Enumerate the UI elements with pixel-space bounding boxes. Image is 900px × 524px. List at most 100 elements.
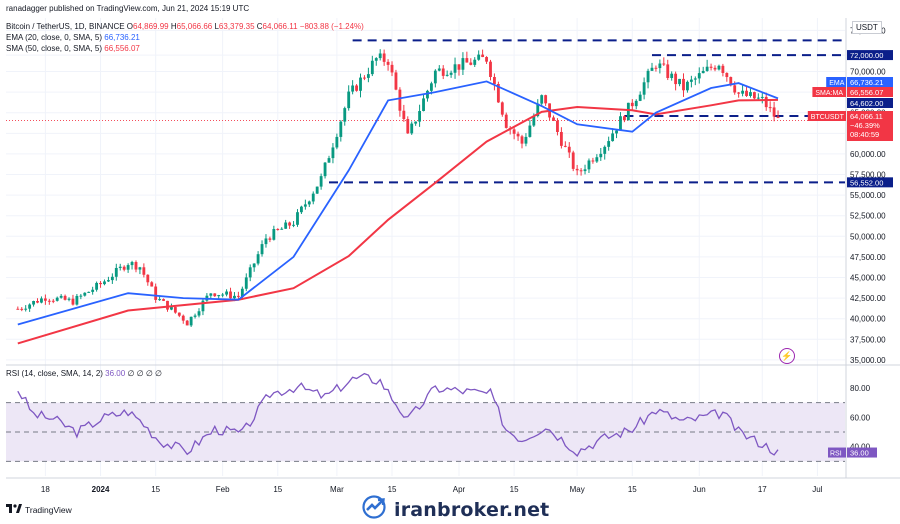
candle-body [469, 62, 473, 65]
candle-body [662, 63, 666, 65]
candle-body [619, 116, 622, 131]
candle-body [59, 295, 63, 298]
lightning-icon[interactable]: ⚡ [779, 348, 795, 364]
watermark-text: iranbroker.net [394, 498, 550, 521]
rsi-value-tag [847, 447, 877, 458]
price-tick-label: 52,500.00 [850, 212, 886, 221]
sma-legend[interactable]: SMA (50, close, 0, SMA, 5) 66,556.07 [6, 44, 140, 54]
candle-body [103, 281, 106, 285]
candle-body [16, 308, 20, 310]
candle-body [398, 89, 402, 111]
candle-body [99, 282, 102, 285]
candle-body [300, 206, 303, 213]
low-value: 63,379.35 [218, 22, 255, 31]
candle-body [307, 201, 311, 205]
candle-body [248, 267, 252, 278]
candle-body [733, 85, 737, 93]
candle-body [583, 169, 587, 172]
candle-body [756, 97, 760, 99]
candle-body [75, 295, 79, 305]
candle-body [516, 133, 520, 137]
candle-body [603, 146, 607, 154]
candle-body [725, 72, 729, 78]
candle-body [154, 286, 158, 300]
high-value: 65,066.66 [176, 22, 213, 31]
candle-body [181, 315, 185, 321]
candle-body [114, 267, 118, 277]
candle-body [276, 229, 280, 231]
candle-body [331, 147, 335, 159]
candle-body [622, 116, 626, 121]
candle-body [776, 116, 780, 119]
symbol-title: Bitcoin / TetherUS, 1D, BINANCE [6, 22, 125, 31]
time-tick-label: Apr [453, 485, 466, 494]
candle-body [414, 121, 418, 124]
rsi-legend[interactable]: RSI (14, close, SMA, 14, 2) 36.00 ∅ ∅ ∅ … [6, 369, 162, 379]
currency-button[interactable]: USDT [852, 21, 882, 34]
time-tick-label: Feb [216, 485, 230, 494]
candle-body [229, 291, 232, 299]
rsi-legend-dots: ∅ ∅ ∅ ∅ [127, 369, 162, 378]
candle-body [162, 299, 165, 301]
close-label: C [256, 22, 263, 31]
ema-legend[interactable]: EMA (20, close, 0, SMA, 5) 66,736.21 [6, 33, 140, 43]
candle-body [351, 85, 355, 92]
candle-body [221, 294, 225, 296]
price-tag-name [826, 77, 846, 87]
candle-body [587, 160, 591, 170]
candle-body [126, 265, 130, 270]
candle-body [532, 116, 536, 126]
candle-body [752, 92, 756, 99]
candle-body [296, 212, 299, 225]
candle-body [638, 94, 642, 101]
candle-body [579, 170, 583, 172]
watermark-chart-icon [362, 495, 388, 524]
tradingview-label: TradingView [25, 504, 72, 515]
candle-body [772, 107, 776, 117]
price-tag [847, 111, 893, 141]
price-tag-value: 66,556.07 [850, 88, 883, 97]
candle-body [493, 77, 496, 84]
candle-body [268, 238, 272, 240]
candle-body [670, 73, 674, 79]
rsi-legend-label: RSI (14, close, SMA, 14, 2) [6, 369, 103, 378]
candle-body [654, 67, 658, 69]
candle-body [166, 300, 169, 310]
candle-body [197, 311, 201, 316]
candle-body [292, 224, 295, 226]
rsi-value-tag-text: 36.00 [850, 449, 869, 458]
candle-body [453, 64, 457, 73]
price-tag-value: 64,602.00 [850, 99, 883, 108]
candle-body [445, 74, 449, 76]
candle-body [697, 73, 701, 79]
rsi-name-tag [828, 447, 846, 458]
price-tick-label: 47,500.00 [850, 253, 886, 262]
candle-body [615, 130, 618, 134]
candle-body [288, 222, 292, 226]
candle-body [749, 92, 752, 96]
candle-body [650, 67, 654, 71]
price-tag-value: 64,066.11 [850, 112, 883, 121]
grid [6, 18, 845, 476]
candle-body [355, 85, 358, 91]
candle-body [280, 228, 284, 230]
candle-body [524, 136, 528, 144]
candle-body [544, 95, 548, 104]
rsi-tick-label: 80.00 [850, 384, 871, 393]
candle-body [51, 300, 55, 302]
candle-body [721, 65, 725, 73]
time-tick-label: Jul [812, 485, 822, 494]
candle-body [760, 96, 764, 98]
high-label: H [170, 22, 177, 31]
candle-body [110, 276, 114, 281]
candle-body [363, 77, 366, 79]
tradingview-brand[interactable]: TradingView [6, 504, 72, 515]
price-tick-label: 42,500.00 [850, 294, 886, 303]
price-tick-label: 70,000.00 [850, 68, 886, 77]
time-tick-label: 2024 [92, 485, 110, 494]
candle-body [433, 70, 437, 84]
candle-body [359, 77, 362, 91]
candle-body [599, 153, 603, 158]
candle-body [173, 307, 177, 313]
